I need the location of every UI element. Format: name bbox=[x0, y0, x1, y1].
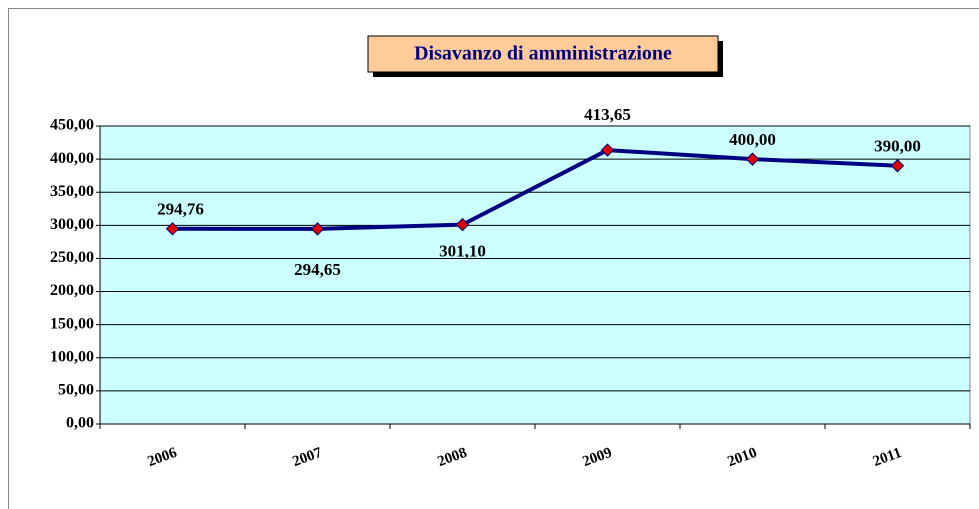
data-label: 294,76 bbox=[157, 200, 204, 219]
data-label: 390,00 bbox=[874, 137, 921, 156]
line bbox=[172, 148, 898, 231]
y-tick-label: 350,00 bbox=[50, 183, 94, 200]
y-tick-label: 0,00 bbox=[66, 415, 94, 432]
y-tick-label: 450,00 bbox=[50, 117, 94, 134]
marker bbox=[310, 222, 325, 236]
y-tick-label: 200,00 bbox=[50, 282, 94, 299]
y-tick-label: 100,00 bbox=[50, 348, 94, 365]
y-tick-label: 50,00 bbox=[58, 382, 94, 399]
y-tick-label: 150,00 bbox=[50, 315, 94, 332]
marker bbox=[600, 143, 615, 157]
data-label: 400,00 bbox=[729, 130, 776, 149]
data-label: 301,10 bbox=[439, 242, 486, 261]
marker bbox=[455, 217, 470, 232]
plot-area bbox=[99, 125, 971, 425]
data-label: 294,65 bbox=[294, 260, 341, 279]
marker bbox=[165, 222, 180, 236]
data-label: 413,65 bbox=[584, 105, 631, 124]
marker bbox=[745, 152, 760, 166]
y-tick-label: 250,00 bbox=[50, 249, 94, 266]
title-box bbox=[367, 35, 719, 73]
y-tick-label: 300,00 bbox=[50, 216, 94, 233]
chart-title: Disavanzo di amministrazione bbox=[414, 43, 672, 65]
y-tick-label: 400,00 bbox=[50, 150, 94, 167]
marker bbox=[890, 159, 905, 173]
